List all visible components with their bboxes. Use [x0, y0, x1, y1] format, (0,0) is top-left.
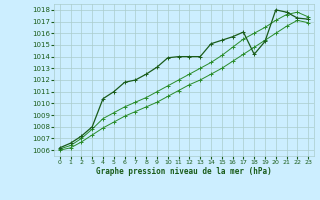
X-axis label: Graphe pression niveau de la mer (hPa): Graphe pression niveau de la mer (hPa): [96, 167, 272, 176]
